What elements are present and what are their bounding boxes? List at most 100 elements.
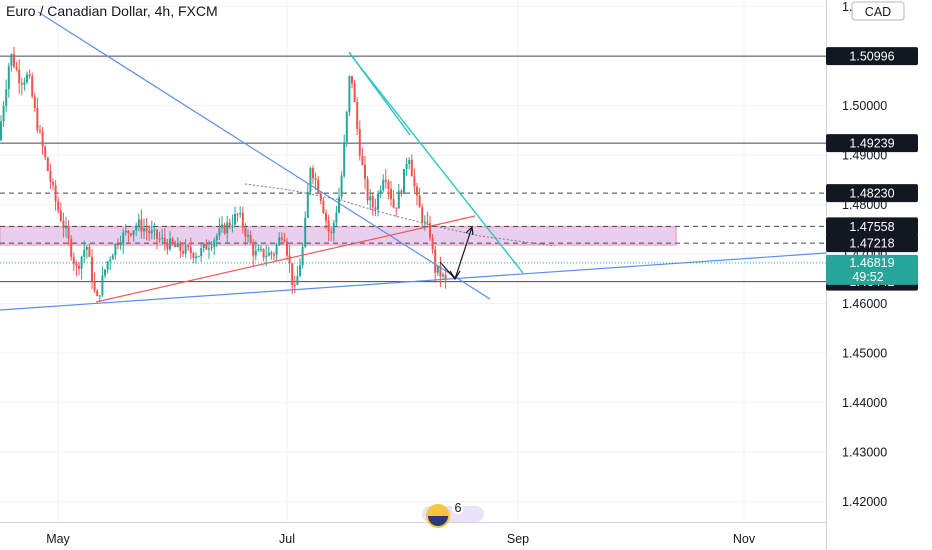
candle-body bbox=[132, 230, 135, 236]
candle-body bbox=[247, 234, 249, 237]
candle-body bbox=[431, 237, 434, 250]
candle-body bbox=[426, 221, 429, 224]
candle-body bbox=[31, 76, 34, 97]
candle-body bbox=[85, 246, 88, 251]
x-tick-label: Nov bbox=[733, 532, 756, 546]
candle-body bbox=[91, 256, 93, 282]
y-tick-label: 1.43000 bbox=[842, 445, 887, 459]
candle-body bbox=[215, 235, 218, 241]
candle-body bbox=[218, 228, 221, 236]
candle-body bbox=[377, 193, 379, 210]
candle-body bbox=[158, 238, 161, 240]
candle-body bbox=[39, 130, 41, 132]
event-badge[interactable]: 6 bbox=[422, 501, 484, 528]
price-tag-label: 1.48230 bbox=[849, 187, 894, 201]
candle-body bbox=[369, 196, 372, 201]
candle-body bbox=[166, 242, 169, 250]
candle-body bbox=[231, 224, 234, 226]
trend-drawings bbox=[0, 11, 827, 311]
candle-body bbox=[244, 227, 247, 237]
descending-trendline bbox=[37, 11, 491, 300]
candle-body bbox=[397, 191, 400, 209]
candle-body bbox=[226, 222, 229, 234]
candle-body bbox=[234, 213, 236, 225]
price-tag bbox=[826, 234, 918, 253]
price-tag bbox=[826, 134, 918, 153]
candle-body bbox=[257, 249, 260, 251]
candle-body bbox=[306, 191, 309, 218]
candle-body bbox=[273, 254, 275, 256]
candle-body bbox=[262, 248, 265, 258]
candle-body bbox=[28, 74, 31, 77]
candle-body bbox=[114, 243, 117, 256]
candle-body bbox=[223, 224, 226, 234]
candle-body bbox=[205, 243, 208, 250]
candle-body bbox=[304, 217, 307, 247]
candle-body bbox=[400, 191, 403, 194]
candle-body bbox=[195, 256, 197, 259]
candle-body bbox=[371, 196, 374, 208]
candles bbox=[0, 46, 447, 302]
candle-body bbox=[338, 197, 340, 213]
candle-body bbox=[439, 265, 442, 277]
candle-body bbox=[410, 159, 413, 177]
candle-body bbox=[309, 168, 312, 192]
projection-dotted-line bbox=[244, 183, 556, 247]
candle-body bbox=[413, 176, 416, 187]
candle-body bbox=[192, 253, 195, 259]
candle-body bbox=[101, 275, 104, 296]
candle-body bbox=[75, 263, 78, 266]
candle-body bbox=[361, 155, 364, 165]
candle-body bbox=[299, 265, 301, 277]
candle-body bbox=[387, 181, 390, 189]
candle-body bbox=[382, 179, 385, 191]
candle-body bbox=[312, 168, 314, 179]
y-tick-label: 1.45000 bbox=[842, 346, 887, 360]
candle-body bbox=[83, 250, 86, 257]
candle-body bbox=[26, 74, 28, 83]
candle-body bbox=[384, 179, 387, 182]
resistance-zone bbox=[0, 226, 677, 246]
candle-body bbox=[213, 240, 216, 247]
path-arrow-up bbox=[454, 226, 473, 280]
candle-body bbox=[72, 256, 75, 264]
horizontal-levels bbox=[0, 55, 826, 283]
candle-body bbox=[221, 224, 223, 229]
candle-body bbox=[408, 159, 411, 164]
y-tick-label: 1.42000 bbox=[842, 495, 887, 509]
candle-body bbox=[117, 243, 119, 245]
candle-body bbox=[59, 210, 62, 221]
candle-body bbox=[197, 255, 200, 257]
candle-body bbox=[332, 222, 335, 233]
candle-body bbox=[254, 250, 257, 256]
candle-body bbox=[62, 220, 65, 229]
candle-body bbox=[429, 223, 431, 238]
candle-body bbox=[200, 248, 203, 256]
candle-body bbox=[44, 146, 47, 158]
candle-body bbox=[330, 231, 333, 233]
candle-body bbox=[106, 261, 109, 270]
candle-body bbox=[41, 131, 44, 147]
candle-body bbox=[18, 69, 21, 84]
candle-body bbox=[421, 207, 424, 223]
candle-body bbox=[325, 212, 327, 221]
candle-body bbox=[283, 239, 286, 242]
candle-body bbox=[7, 66, 10, 90]
candle-body bbox=[322, 200, 325, 213]
candle-body bbox=[444, 274, 447, 280]
candle-body bbox=[20, 83, 23, 85]
x-tick-label: Sep bbox=[507, 532, 529, 546]
candle-body bbox=[88, 246, 91, 257]
candle-body bbox=[70, 238, 73, 257]
price-tag bbox=[826, 47, 918, 66]
candle-body bbox=[291, 263, 294, 285]
candle-body bbox=[270, 252, 273, 255]
path-arrow-down bbox=[439, 261, 456, 280]
candle-body bbox=[54, 185, 57, 202]
candle-body bbox=[405, 163, 408, 169]
candle-body bbox=[127, 230, 130, 234]
time-axis[interactable]: May Jul Sep Nov bbox=[0, 522, 826, 547]
y-tick-label: 1.50000 bbox=[842, 99, 887, 113]
candle-body bbox=[156, 229, 158, 239]
